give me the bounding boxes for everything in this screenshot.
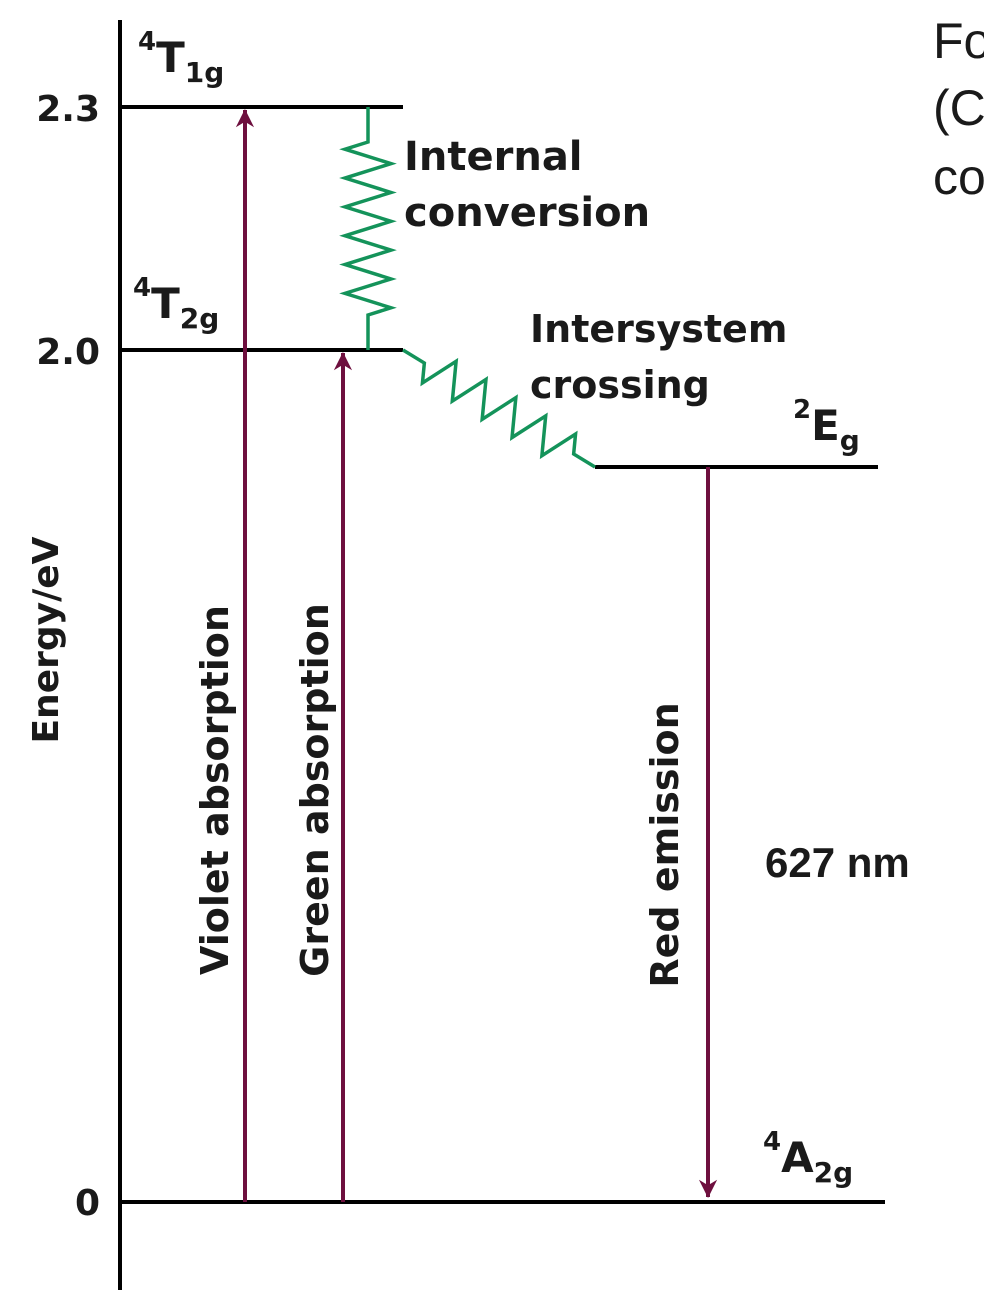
wavelength: 627 nm bbox=[765, 839, 910, 886]
level-label: 4T2g bbox=[133, 273, 219, 335]
axis-label: 2.3 bbox=[36, 89, 100, 130]
transition-label: Violet absorption bbox=[193, 605, 237, 975]
cropped-text: (C bbox=[933, 80, 984, 136]
level-label: 2Eg bbox=[793, 395, 860, 457]
axis-label: 2.0 bbox=[36, 332, 100, 373]
internal-conversion-zigzag bbox=[339, 107, 397, 350]
process-label: conversion bbox=[404, 190, 650, 236]
cropped-text: co bbox=[933, 149, 984, 205]
axis-title: Energy/eV bbox=[26, 536, 67, 743]
cropped-text: Fo bbox=[933, 13, 984, 69]
level-label: 4A2g bbox=[763, 1127, 853, 1189]
process-label: crossing bbox=[530, 363, 710, 407]
process-label: Intersystem bbox=[530, 307, 787, 351]
intersystem-crossing-zigzag bbox=[402, 348, 596, 469]
axis-label: 0 bbox=[75, 1183, 100, 1224]
transition-label: Green absorption bbox=[293, 603, 337, 977]
transition-label: Red emission bbox=[643, 702, 687, 987]
level-label: 4T1g bbox=[138, 27, 224, 89]
process-label: Internal bbox=[404, 134, 583, 180]
